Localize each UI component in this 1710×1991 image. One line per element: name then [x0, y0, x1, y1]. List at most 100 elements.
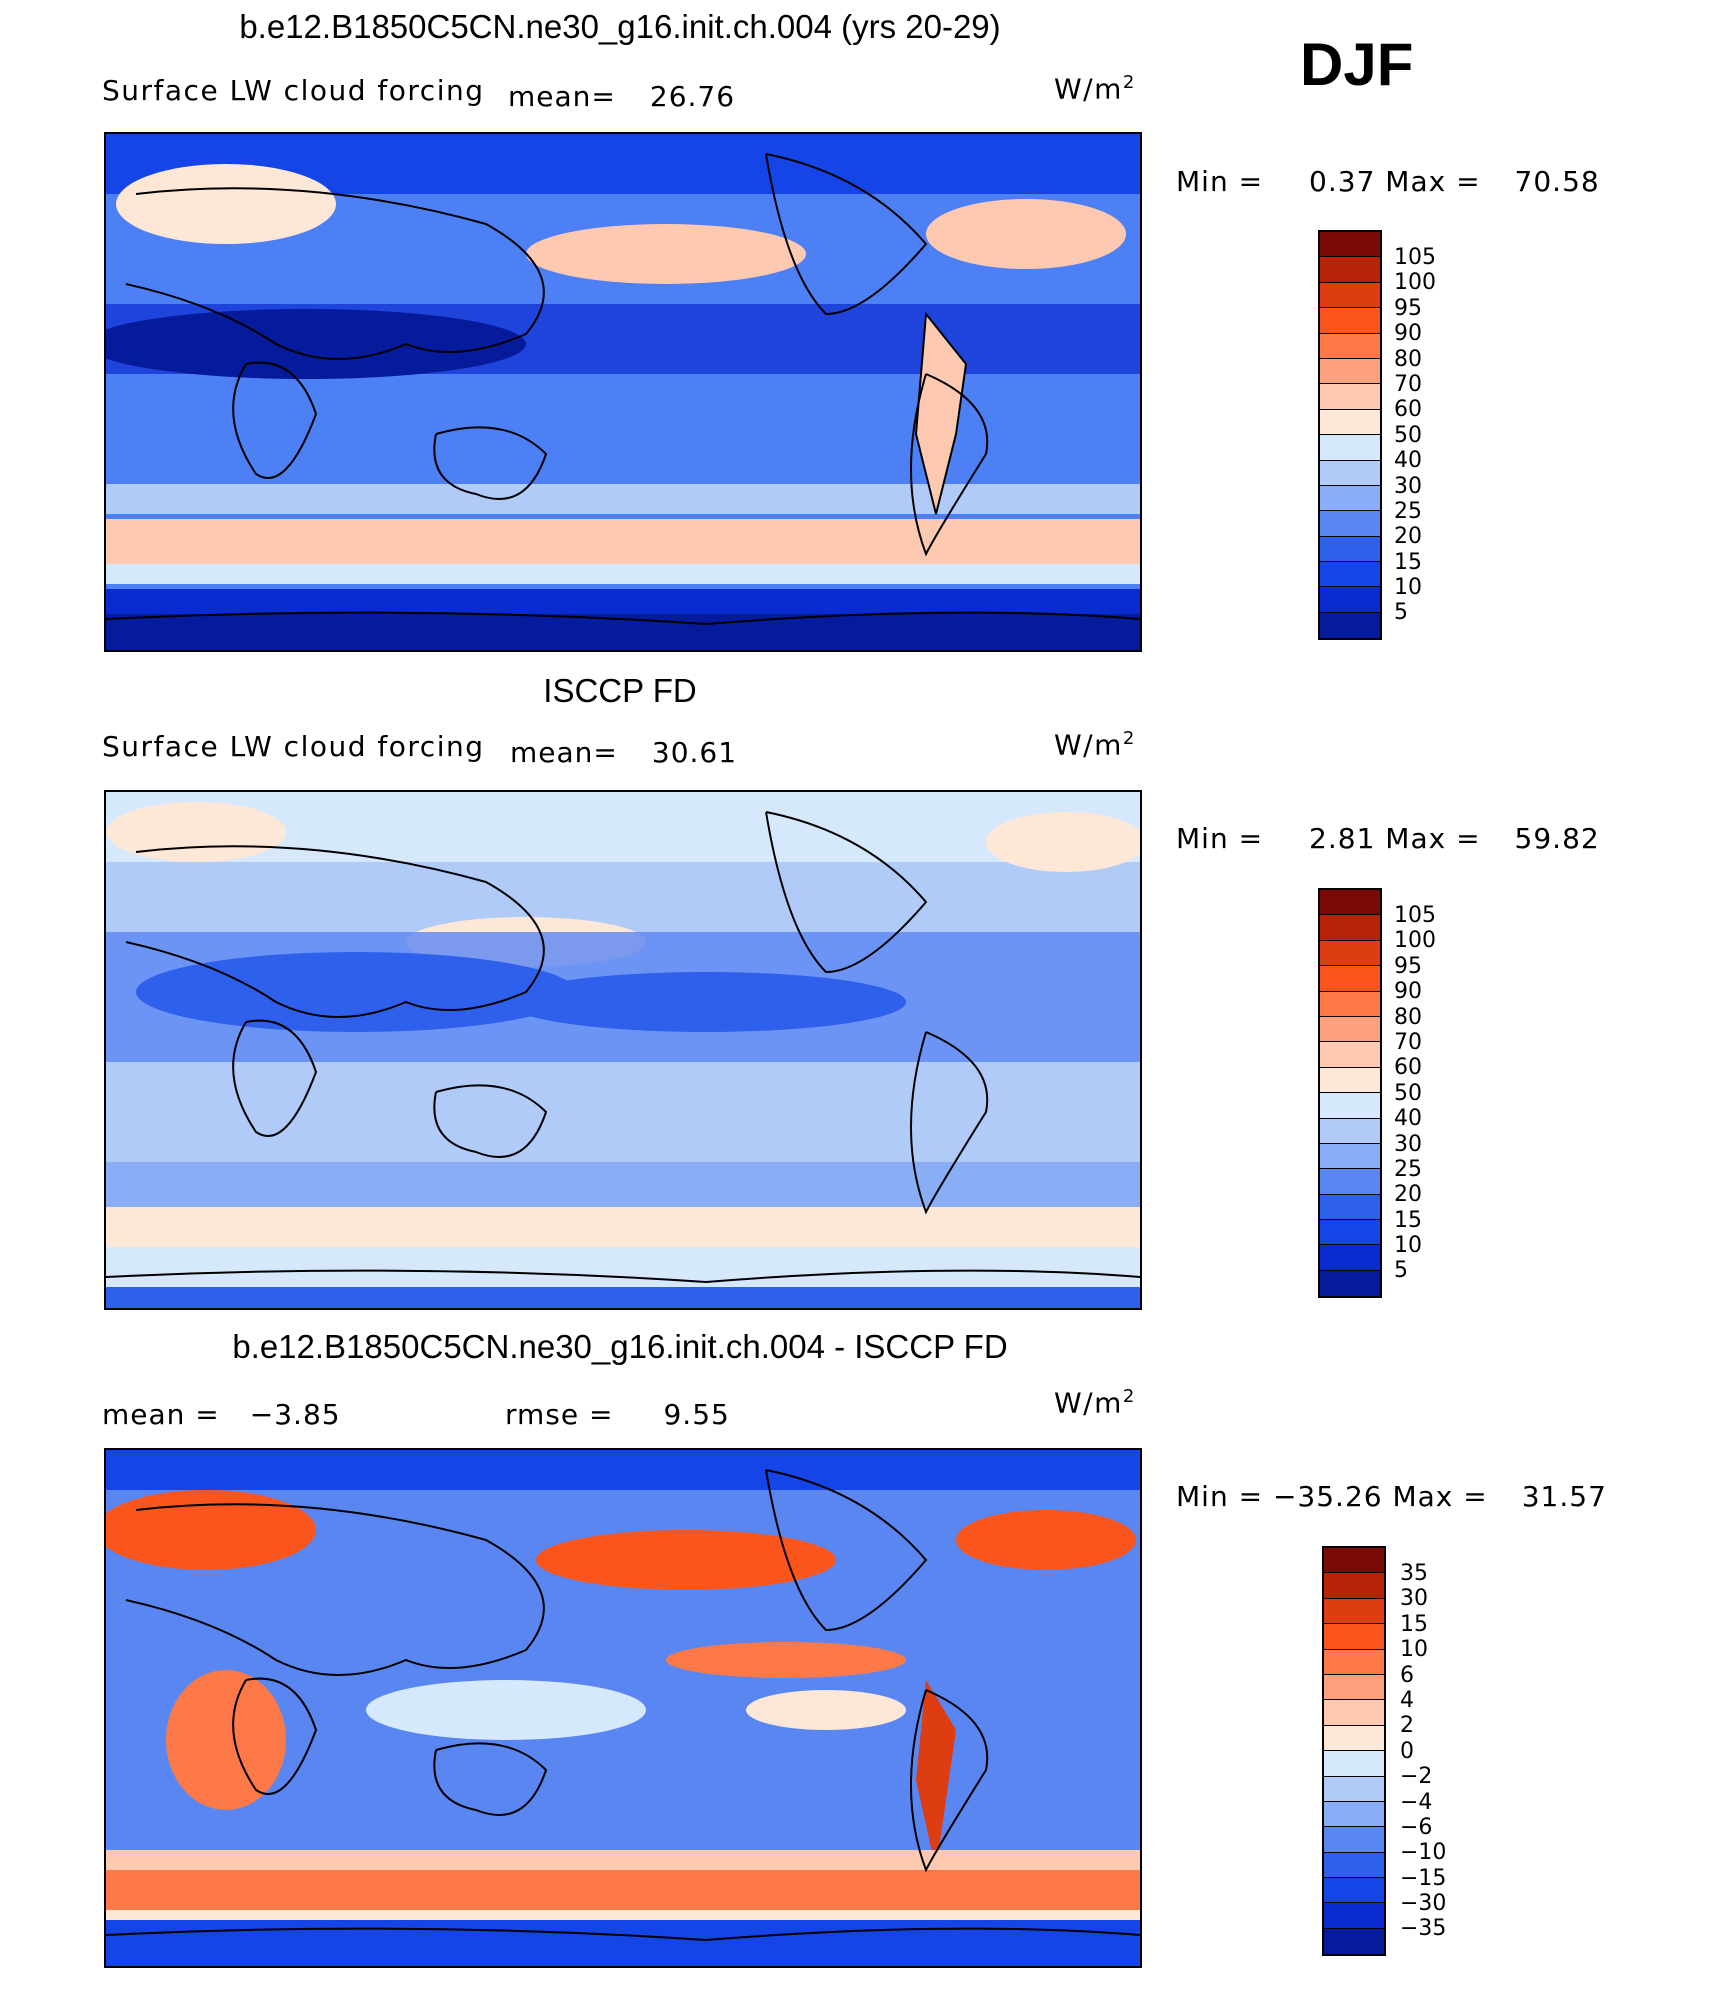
colorbar-tick-label: −30: [1400, 1891, 1447, 1917]
colorbar-tick-label: 15: [1394, 1207, 1422, 1233]
colorbar-tick-label: 6: [1400, 1662, 1414, 1688]
colorbar-tick-label: 15: [1394, 549, 1422, 575]
panel3-title: b.e12.B1850C5CN.ne30_g16.init.ch.004 - I…: [232, 1328, 1008, 1365]
panel2-unit: W/m2: [1054, 728, 1136, 761]
colorbar-cell: [1324, 1573, 1384, 1599]
panel3-unit-sup: 2: [1122, 1386, 1136, 1407]
colorbar-tick-label: 35: [1400, 1561, 1428, 1586]
colorbar-cell: [1324, 1852, 1384, 1879]
colorbar-tick-label: 80: [1394, 1004, 1422, 1030]
colorbar-cell: [1324, 1903, 1384, 1929]
colorbar-cell: [1320, 1169, 1380, 1195]
colorbar-cell: [1324, 1548, 1384, 1574]
colorbar-tick-label: 20: [1394, 1182, 1422, 1208]
colorbar-cell: [1324, 1598, 1384, 1625]
colorbar-tick-label: 90: [1394, 321, 1422, 347]
colorbar-cell: [1320, 1245, 1380, 1271]
colorbar-cell: [1320, 587, 1380, 613]
colorbar-tick-label: 10: [1400, 1637, 1428, 1663]
panel3-colorbar-ticks: 35 30 15 10 6 4 2 0 −2 −4 −6 −10 −15 −30 −35: [1400, 1561, 1446, 1942]
panel1-min-value: 0.37: [1309, 165, 1376, 198]
panel3-map: [104, 1448, 1142, 1968]
colorbar-cell: [1320, 257, 1380, 283]
panel3-rmse-value: 9.55: [663, 1398, 730, 1431]
panel1-title: b.e12.B1850C5CN.ne30_g16.init.ch.004 (yr…: [239, 8, 1001, 45]
colorbar-cell: [1320, 562, 1380, 588]
colorbar-tick-label: 4: [1400, 1687, 1414, 1713]
colorbar-cell: [1320, 1270, 1380, 1297]
colorbar-tick-label: 30: [1394, 473, 1422, 499]
panel2-mean-value: 30.61: [651, 736, 738, 769]
panel1-mean: mean= 26.76: [508, 80, 735, 113]
colorbar-tick-label: 15: [1400, 1611, 1428, 1637]
colorbar-cell: [1324, 1928, 1384, 1955]
colorbar-tick-label: 25: [1394, 498, 1422, 524]
panel1-mean-value: 26.76: [649, 80, 736, 113]
colorbar-cell: [1320, 1016, 1380, 1043]
colorbar-tick-label: 105: [1394, 903, 1436, 928]
panel1-min-label: Min =: [1176, 165, 1264, 198]
colorbar-cell: [1320, 333, 1380, 359]
panel2-variable-label: Surface LW cloud forcing: [102, 730, 485, 763]
colorbar-cell: [1320, 435, 1380, 461]
colorbar-cell: [1324, 1674, 1384, 1701]
colorbar-cell: [1320, 460, 1380, 486]
colorbar-cell: [1324, 1801, 1384, 1828]
colorbar-cell: [1320, 1194, 1380, 1221]
panel1-max-label: Max =: [1385, 165, 1481, 198]
colorbar-tick-label: 20: [1394, 524, 1422, 550]
colorbar-cell: [1320, 1118, 1380, 1144]
colorbar-tick-label: 80: [1394, 346, 1422, 372]
colorbar-tick-label: −10: [1400, 1840, 1447, 1866]
colorbar-cell: [1320, 409, 1380, 436]
panel1-map: [104, 132, 1142, 652]
colorbar-cell: [1320, 384, 1380, 410]
panel3-mean: mean = −3.85: [102, 1398, 341, 1431]
panel2-map: [104, 790, 1142, 1310]
colorbar-tick-label: 60: [1394, 1055, 1422, 1081]
colorbar-cell: [1320, 1220, 1380, 1246]
colorbar-cell: [1320, 890, 1380, 916]
colorbar-tick-label: 105: [1394, 245, 1436, 270]
colorbar-cell: [1320, 485, 1380, 512]
colorbar-cell: [1324, 1751, 1384, 1777]
panel3-colorbar: [1322, 1546, 1386, 1957]
colorbar-cell: [1320, 991, 1380, 1017]
panel1-map-svg: [106, 134, 1140, 650]
panel3-unit: W/m2: [1054, 1386, 1136, 1419]
colorbar-tick-label: 60: [1394, 397, 1422, 423]
colorbar-cell: [1320, 358, 1380, 385]
colorbar-tick-label: 10: [1394, 1233, 1422, 1259]
panel2-min-max: Min = 2.81 Max = 59.82: [1176, 822, 1600, 855]
panel3-map-svg: [106, 1450, 1140, 1966]
colorbar-cell: [1324, 1624, 1384, 1650]
panel3-min-label: Min =: [1176, 1480, 1264, 1513]
panel3-rmse: rmse = 9.55: [505, 1398, 730, 1431]
colorbar-cell: [1324, 1827, 1384, 1853]
colorbar-tick-label: 40: [1394, 448, 1422, 474]
panel1-max-value: 70.58: [1514, 165, 1600, 198]
colorbar-tick-label: 70: [1394, 371, 1422, 397]
panel3-unit-text: W/m: [1054, 1386, 1123, 1420]
panel3-rmse-label: rmse =: [505, 1398, 614, 1431]
colorbar-tick-label: 25: [1394, 1156, 1422, 1182]
colorbar-cell: [1320, 282, 1380, 309]
colorbar-tick-label: 50: [1394, 1080, 1422, 1106]
panel2-unit-text: W/m: [1054, 728, 1123, 762]
colorbar-tick-label: 5: [1394, 1258, 1408, 1284]
colorbar-cell: [1324, 1878, 1384, 1904]
colorbar-cell: [1320, 511, 1380, 537]
panel2-max-label: Max =: [1385, 822, 1481, 855]
panel2-min-value: 2.81: [1309, 822, 1376, 855]
panel1-colorbar-ticks: 105 100 95 90 80 70 60 50 40 30 25 20 15 10 5: [1394, 245, 1436, 626]
panel2-mean-label: mean=: [510, 736, 618, 769]
panel3-min-value: −35.26: [1272, 1480, 1383, 1513]
colorbar-tick-label: 100: [1394, 928, 1436, 954]
panel2-title: ISCCP FD: [543, 672, 697, 709]
season-label: DJF: [1300, 31, 1414, 98]
colorbar-cell: [1320, 1093, 1380, 1119]
panel1-variable-label: Surface LW cloud forcing: [102, 74, 485, 107]
panel3-max-value: 31.57: [1521, 1480, 1607, 1513]
colorbar-tick-label: 2: [1400, 1713, 1414, 1739]
colorbar-tick-label: 100: [1394, 270, 1436, 296]
